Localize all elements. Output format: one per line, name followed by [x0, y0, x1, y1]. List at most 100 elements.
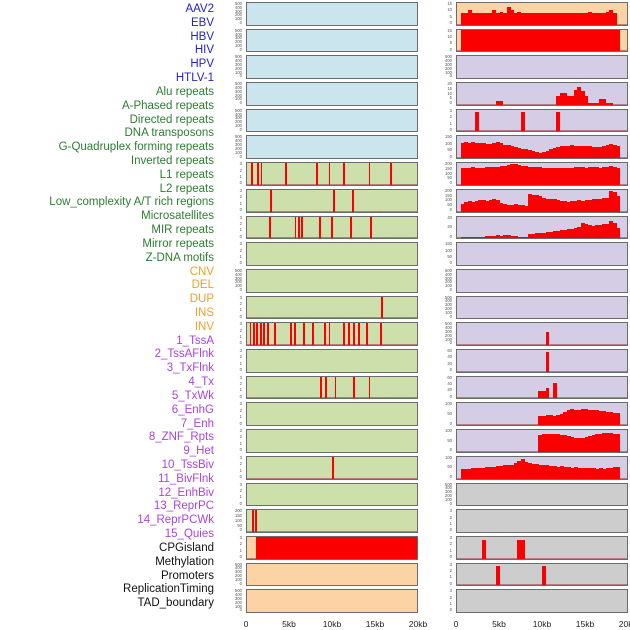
track-bar	[580, 145, 585, 159]
track-y-ticks: 200 150 100 50 0	[445, 187, 452, 212]
track-bar	[538, 152, 543, 159]
track-row	[456, 2, 628, 26]
track-y-ticks: 500 400 300 200 100 0	[235, 27, 242, 52]
track-bar	[255, 536, 417, 559]
track-bar	[474, 468, 479, 479]
track-bar	[368, 163, 371, 185]
track-bar	[573, 409, 578, 426]
track-bar	[577, 166, 582, 185]
track-bar	[503, 465, 507, 479]
track-bar	[556, 13, 561, 25]
track-bar	[464, 141, 469, 159]
track-bar	[542, 167, 546, 185]
right-panel	[456, 0, 628, 618]
track-bar	[303, 323, 305, 346]
track-bar	[605, 432, 610, 452]
track-row	[246, 349, 418, 373]
track-bar	[513, 147, 518, 159]
track-bar	[517, 148, 522, 159]
track-bar	[545, 13, 550, 25]
track-bar	[563, 466, 568, 479]
track-bar	[538, 435, 543, 452]
track-bar	[492, 235, 497, 239]
row-label: 14_ReprPCWk	[137, 514, 214, 527]
track-y-ticks: 60 40 20 0	[447, 374, 452, 399]
track-y-ticks: 500 400 300 200 100 0	[235, 134, 242, 159]
track-bar	[513, 13, 518, 25]
track-bar	[552, 383, 557, 399]
row-label: G-Quadruplex forming repeats	[58, 141, 214, 154]
track-bar	[334, 376, 337, 399]
row-label: 13_ReprPC	[153, 500, 214, 513]
track-row	[456, 375, 628, 400]
track-bar	[495, 100, 500, 105]
row-label: 5_TxWk	[171, 389, 214, 402]
track-bar	[545, 415, 550, 426]
track-bar	[301, 216, 304, 239]
track-bar	[503, 204, 507, 212]
row-label: 12_EnhBiv	[158, 486, 214, 499]
row-label: 11_BivFlnk	[157, 472, 214, 485]
track-row	[456, 28, 628, 53]
track-y-ticks: 20 15 10 5 0	[447, 81, 452, 106]
track-bar	[251, 163, 254, 185]
track-bar	[485, 200, 490, 212]
row-label: 6_EnhG	[171, 403, 214, 416]
track-bar	[538, 391, 543, 399]
track-y-ticks: 500 400 300 200 100 0	[235, 107, 242, 132]
track-baseline	[247, 317, 417, 319]
track-bar	[563, 412, 568, 426]
track-bar	[249, 323, 252, 346]
track-bar	[527, 29, 532, 52]
track-bar	[495, 566, 500, 586]
track-bar	[556, 415, 561, 426]
track-bar	[612, 144, 617, 159]
track-bar	[609, 166, 614, 185]
track-bar	[513, 29, 518, 52]
track-bar	[545, 198, 550, 212]
track-bar	[559, 146, 564, 159]
track-bar	[542, 566, 546, 586]
track-bar	[464, 167, 469, 185]
track-row	[456, 162, 628, 186]
track-bar	[542, 29, 546, 52]
track-bar	[531, 167, 536, 185]
track-bar	[538, 167, 543, 185]
track-bar	[499, 29, 504, 52]
track-bar	[538, 464, 543, 479]
track-row	[456, 349, 628, 373]
track-row	[246, 28, 418, 53]
track-bar	[556, 434, 561, 452]
track-baseline	[247, 344, 417, 346]
track-bar	[471, 468, 476, 479]
left-panel-x-axis: 0 5kb 10kb 15kb 20kb	[244, 619, 428, 630]
track-bar	[612, 433, 617, 452]
track-bar	[552, 29, 557, 52]
track-bar	[566, 467, 571, 479]
track-bar	[510, 164, 515, 185]
track-y-ticks: 500 400 300 200 100 0	[235, 267, 242, 293]
track-bar	[584, 167, 589, 185]
track-y-ticks: 500 400 300 200 100 0	[445, 54, 452, 79]
track-bar	[524, 205, 529, 212]
track-bar	[549, 198, 554, 212]
track-bar	[609, 412, 614, 426]
track-bar	[545, 351, 550, 372]
track-bar	[542, 152, 546, 159]
track-bar	[510, 29, 515, 52]
track-y-ticks: 500 400 300 200 100 0	[235, 561, 242, 586]
track-bar	[556, 167, 561, 185]
track-bar	[563, 13, 568, 25]
track-bar	[520, 13, 525, 25]
track-bar	[513, 164, 518, 185]
row-label: ReplicationTiming	[123, 583, 214, 596]
track-bar	[460, 168, 465, 185]
row-label: HBV	[190, 30, 214, 43]
row-label: DUP	[189, 293, 214, 306]
track-bar	[542, 415, 546, 426]
track-bar	[573, 29, 578, 52]
